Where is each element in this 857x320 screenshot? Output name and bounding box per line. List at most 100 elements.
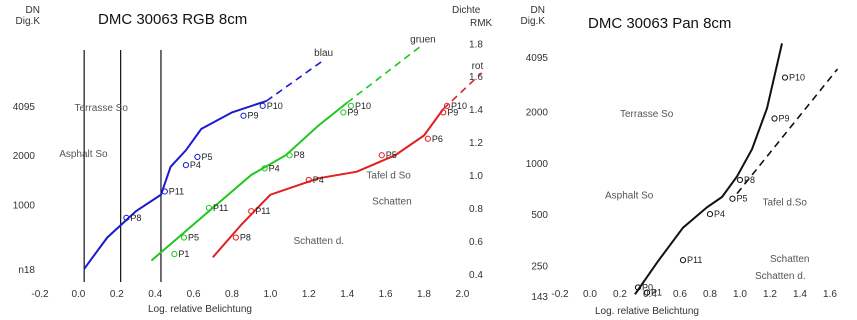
data-point — [205, 204, 213, 212]
x-tick-label: 1.4 — [340, 289, 354, 300]
annotation-label: Schatten — [372, 197, 411, 208]
data-point — [771, 115, 778, 122]
x-axis-label: Log. relative Belichtung — [148, 304, 252, 315]
series-line — [150, 101, 348, 262]
series-name-label: blau — [314, 48, 333, 59]
data-point — [729, 195, 736, 202]
x-tick-label: -0.2 — [31, 289, 49, 300]
data-point-label: P4 — [313, 175, 324, 185]
data-point-label: P9 — [347, 107, 358, 117]
left-y-tick-label: 143 — [531, 292, 548, 303]
right-axis-title: Dichte — [452, 5, 481, 16]
series-extension-line — [736, 68, 839, 195]
data-point — [248, 208, 255, 215]
data-point-label: P8 — [240, 233, 251, 243]
data-point-label: P5 — [188, 233, 199, 243]
data-point — [240, 112, 247, 119]
data-point — [736, 176, 744, 184]
series-line — [212, 108, 445, 258]
data-point — [171, 250, 178, 258]
x-tick-label: 1.2 — [763, 289, 777, 300]
right-y-tick-label: 0.6 — [469, 237, 483, 248]
data-point-label: P9 — [447, 107, 458, 117]
data-point — [643, 289, 651, 296]
x-tick-label: -0.2 — [551, 289, 569, 300]
right-y-tick-label: 0.4 — [469, 270, 483, 281]
right-y-tick-label: 1.2 — [469, 138, 483, 149]
data-point-label: P1 — [178, 249, 189, 259]
x-tick-label: 0.2 — [613, 289, 627, 300]
x-tick-label: 0.2 — [110, 289, 124, 300]
data-point-label: P10 — [267, 101, 283, 111]
data-point-label: P10 — [355, 101, 371, 111]
data-point-label: P10 — [451, 101, 467, 111]
annotation-label: Tafel d So — [366, 170, 411, 181]
data-point-label: P4 — [190, 160, 201, 170]
data-point — [305, 176, 312, 184]
annotation-label: Terrasse So — [75, 103, 129, 114]
data-point — [232, 234, 239, 241]
data-point — [123, 214, 130, 221]
x-tick-label: 1.0 — [733, 289, 747, 300]
chart-title: DMC 30063 RGB 8cm — [98, 11, 247, 28]
data-point-label: P8 — [744, 175, 755, 185]
left-axis-title: DN — [531, 5, 545, 16]
left-y-tick-label: 2000 — [13, 151, 36, 162]
right-y-tick-label: 1.4 — [469, 105, 483, 116]
data-point-label: P10 — [789, 73, 805, 83]
data-point-label: P4 — [714, 209, 725, 219]
data-point-label: P5 — [386, 150, 397, 160]
data-point-label: P4 — [269, 163, 280, 173]
series-name-label: rot — [472, 61, 484, 72]
left-axis-title: Dig.K — [521, 16, 546, 27]
left-y-tick-label: 2000 — [526, 108, 549, 119]
data-point-label: P9 — [248, 111, 259, 121]
x-tick-label: 1.2 — [302, 289, 316, 300]
x-tick-label: 0.8 — [225, 289, 239, 300]
series-extension-line — [442, 72, 483, 110]
data-point — [161, 188, 168, 195]
x-axis-label: Log. relative Belichtung — [595, 306, 699, 317]
data-point — [261, 165, 268, 172]
right-y-tick-label: 1.0 — [469, 171, 483, 182]
data-point — [443, 102, 451, 109]
x-tick-label: 1.0 — [263, 289, 277, 300]
x-tick-label: 0.8 — [703, 289, 717, 300]
data-point — [340, 109, 347, 116]
data-point-label: P11 — [213, 203, 228, 213]
x-tick-label: 2.0 — [455, 289, 469, 300]
data-point-label: P8 — [130, 213, 141, 223]
data-point-label: P11 — [255, 206, 270, 216]
series-line — [83, 99, 267, 270]
data-point — [286, 152, 293, 159]
data-point — [194, 153, 201, 160]
x-tick-label: 0.0 — [583, 289, 597, 300]
series-line — [634, 43, 783, 295]
data-point — [781, 74, 789, 81]
right-y-tick-label: 0.8 — [469, 204, 483, 215]
data-point — [180, 234, 188, 241]
data-point-label: P6 — [432, 134, 443, 144]
x-tick-label: 1.4 — [793, 289, 807, 300]
annotation-label: Asphalt So — [605, 191, 654, 202]
left-y-tick-label: n18 — [18, 265, 35, 276]
left-y-tick-label: 250 — [531, 261, 548, 272]
x-tick-label: 0.4 — [148, 289, 162, 300]
series-extension-line — [346, 45, 421, 104]
data-point — [378, 152, 385, 159]
series-name-label: gruen — [410, 35, 436, 46]
annotation-label: Schatten d. — [293, 236, 344, 247]
data-point — [182, 162, 190, 169]
right-y-tick-label: 1.6 — [469, 72, 483, 83]
data-point-label: P11 — [169, 186, 184, 196]
data-point — [679, 257, 687, 264]
data-point — [634, 284, 642, 291]
right-y-tick-label: 1.8 — [469, 39, 483, 50]
data-point-label: P5 — [201, 152, 212, 162]
annotation-label: Asphalt So — [59, 149, 108, 160]
left-y-tick-label: 1000 — [13, 201, 36, 212]
annotation-label: Tafel d.So — [763, 198, 808, 209]
data-point — [440, 109, 447, 116]
data-point-label: P1 — [651, 288, 662, 298]
